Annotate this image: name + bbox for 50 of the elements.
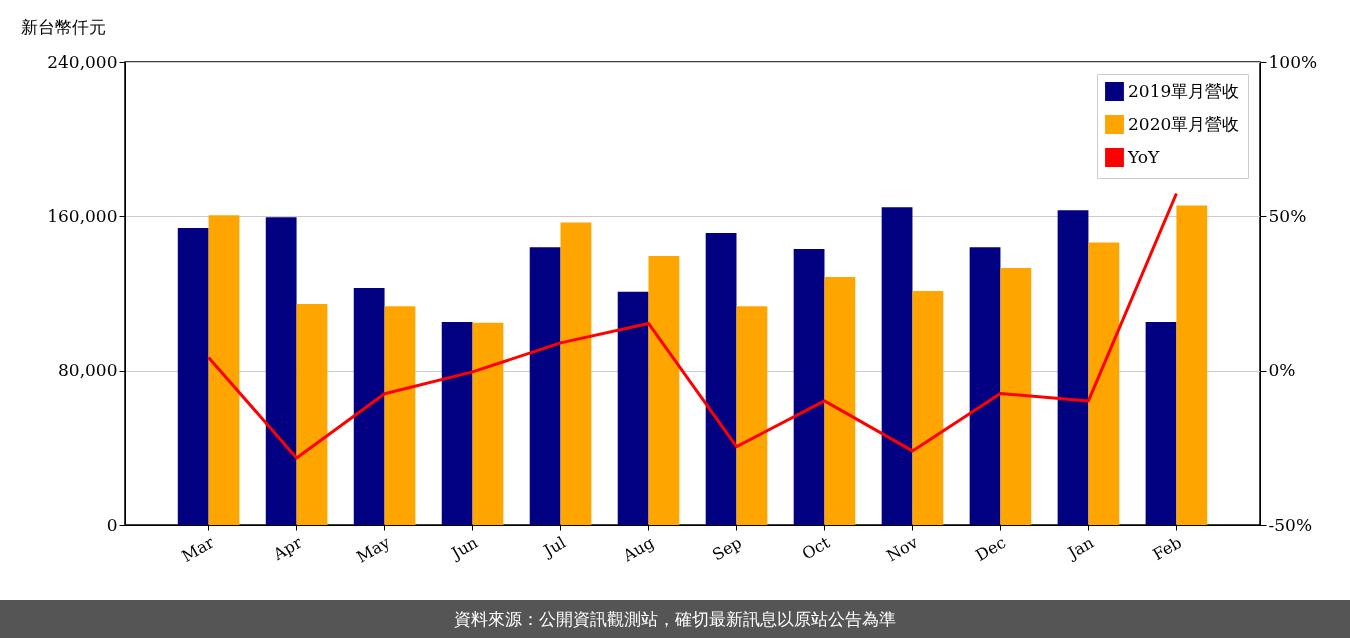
bar — [736, 306, 768, 525]
bar — [296, 303, 328, 525]
x-tick-label: Nov — [883, 532, 921, 566]
bar — [912, 290, 944, 525]
bar — [881, 207, 913, 525]
bar — [969, 247, 1001, 525]
bar — [793, 248, 825, 525]
y-axis-title: 新台幣仟元 — [20, 16, 106, 37]
bar — [1145, 322, 1177, 525]
legend-label: 2019單月營收 — [1128, 80, 1240, 101]
bar — [1000, 268, 1032, 525]
bar — [824, 276, 856, 525]
bar — [472, 322, 504, 525]
legend-label: YoY — [1127, 146, 1160, 167]
bar — [560, 222, 592, 525]
bar — [705, 233, 737, 525]
x-tick-label: Oct — [798, 532, 834, 564]
bar — [353, 288, 385, 525]
y-tick-label: 0 — [106, 514, 118, 535]
y-tick-label: 160,000 — [47, 205, 118, 226]
bar — [384, 306, 416, 525]
bar — [441, 322, 473, 525]
source-note: 資料來源：公開資訊觀測站，確切最新訊息以原站公告為準 — [0, 600, 1350, 638]
x-tick-label: Dec — [972, 532, 1009, 565]
line-series — [207, 191, 1178, 460]
bar — [208, 215, 240, 525]
y-tick-label: 240,000 — [47, 51, 118, 72]
y2-tick-label: 0% — [1268, 360, 1296, 381]
bar — [1088, 242, 1120, 525]
bar — [1176, 205, 1208, 525]
bar — [648, 256, 680, 525]
bar — [529, 247, 561, 525]
bar — [265, 217, 297, 525]
x-tick-label: Aug — [618, 532, 658, 566]
y2-tick-label: 100% — [1268, 51, 1318, 72]
x-tick-label: Mar — [178, 532, 218, 567]
x-tick-label: Jan — [1062, 532, 1097, 564]
x-tick-label: Apr — [269, 532, 306, 565]
y2-tick-label: 50% — [1268, 205, 1307, 226]
x-tick-label: Jul — [538, 532, 570, 562]
x-tick-label: May — [353, 532, 394, 567]
x-tick-label: Jun — [446, 532, 482, 564]
legend-label: 2020單月營收 — [1128, 113, 1240, 134]
bar — [1057, 210, 1089, 525]
x-tick-label: Feb — [1149, 532, 1185, 565]
x-tick-label: Sep — [708, 532, 745, 565]
y-tick-label: 80,000 — [58, 360, 118, 381]
bar — [177, 227, 209, 525]
y2-tick-label: -50% — [1268, 514, 1313, 535]
bar — [617, 291, 649, 525]
